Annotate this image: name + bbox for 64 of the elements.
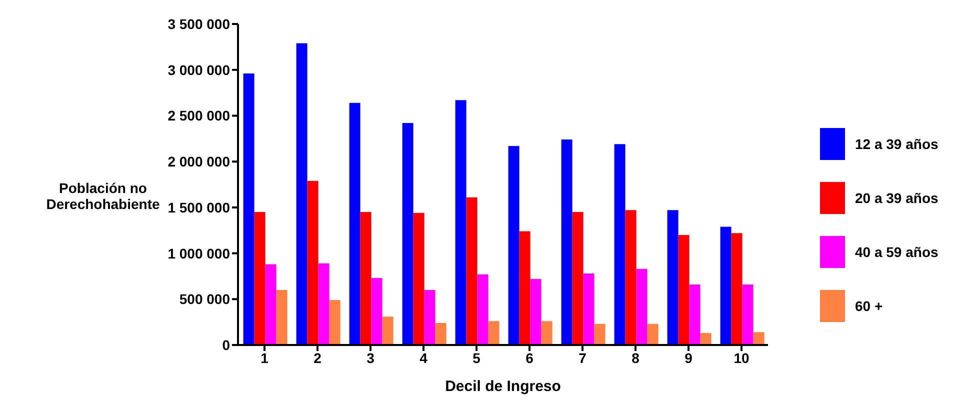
bar [488,321,500,345]
bar [614,144,626,345]
x-tick-label: 7 [578,350,587,366]
y-tick-label: 3 500 000 [168,16,230,32]
legend-label: 60 + [855,298,883,314]
bar [625,210,636,345]
bar [594,324,606,345]
bar [318,263,330,345]
x-tick-label: 2 [314,350,322,366]
y-tick-label: 0 [222,336,230,353]
bar [583,273,594,345]
x-tick-label: 4 [420,350,428,366]
y-tick-label: 500 000 [179,291,230,308]
bar [424,290,436,345]
bar [455,100,466,345]
legend-label: 40 a 59 años [855,244,938,260]
bar [413,212,424,345]
bar [700,333,712,345]
x-tick-label: 1 [260,350,269,366]
bar [477,274,488,345]
bar [647,324,658,345]
bar [541,321,552,345]
legend-label: 12 a 39 años [855,136,938,152]
y-tick-label: 1 500 000 [168,199,230,216]
x-tick-label: 8 [632,350,640,366]
bar [435,322,446,345]
x-tick-label: 6 [526,350,534,366]
legend-label: 20 a 39 años [855,190,938,206]
bar [572,212,584,345]
bar [254,212,266,345]
y-axis-title: Población no Derechohabiente [46,180,160,212]
y-tick-label: 2 000 000 [168,154,230,170]
bar [307,180,318,345]
bar [276,290,288,345]
bar [561,140,572,345]
bar [530,278,542,345]
y-tick-label: 2 500 000 [168,108,230,124]
bar [243,74,254,345]
bar [329,300,340,345]
bar [349,102,360,345]
y-tick-label: 1 000 000 [168,245,230,262]
bar [753,332,764,345]
bar [466,197,478,345]
bar [731,233,742,345]
bar [402,123,414,345]
bar [519,231,530,345]
x-tick-label: 10 [734,350,750,366]
bar [689,284,700,345]
bar [508,146,520,345]
x-axis-title: Decil de Ingreso [445,378,561,395]
x-tick-label: 5 [472,350,481,366]
bar [678,234,690,345]
x-tick-label: 3 [366,350,375,366]
bar [720,226,732,345]
bar [667,210,678,345]
bar [360,212,372,345]
bar [371,278,382,345]
y-tick-label: 3 000 000 [168,62,230,78]
bar [636,268,648,345]
bar [742,284,754,345]
x-tick-label: 9 [684,350,693,366]
bar [265,264,276,345]
bar [382,316,394,345]
bar [296,43,308,345]
